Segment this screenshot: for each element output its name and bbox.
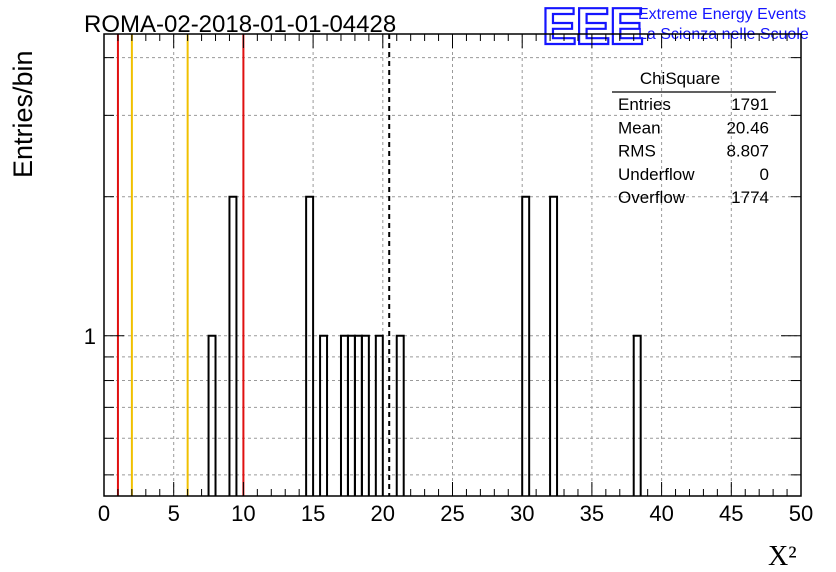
stats-box: ChiSquare Entries 1791 Mean 20.46 RMS 8.807 Un…	[612, 69, 776, 207]
stats-rows: Entries 1791 Mean 20.46 RMS 8.807 Underflow 0 Ov…	[618, 95, 769, 207]
stats-value: 0	[760, 165, 769, 184]
x-tick-label: 10	[231, 501, 255, 526]
histogram-bin	[339, 334, 349, 496]
stats-value: 1791	[731, 95, 769, 114]
stats-value: 20.46	[726, 118, 769, 137]
stats-label: Entries	[618, 95, 671, 114]
histogram-bin	[360, 334, 370, 496]
x-tick-label: 35	[580, 501, 604, 526]
x-tick-label: 0	[98, 501, 110, 526]
stats-label: Mean	[618, 118, 661, 137]
histogram-bin	[305, 195, 315, 496]
x-tick-label: 5	[168, 501, 180, 526]
logo-mark: EEE	[542, 0, 643, 56]
stats-title: ChiSquare	[640, 69, 720, 88]
y-tick-label: 1	[84, 324, 96, 349]
stats-value: 8.807	[726, 142, 769, 161]
logo-line-1: Extreme Energy Events	[638, 6, 806, 23]
histogram-bin	[632, 334, 642, 496]
x-tick-label: 15	[301, 501, 325, 526]
histogram-bins	[207, 195, 642, 496]
reference-lines	[116, 34, 391, 496]
histogram-bin	[207, 334, 217, 496]
histogram-bin	[228, 195, 238, 496]
x-tick-label: 25	[440, 501, 464, 526]
x-tick-label: 20	[371, 501, 395, 526]
x-tick-label: 45	[719, 501, 743, 526]
histogram-bin	[395, 334, 405, 496]
histogram-bin	[319, 334, 329, 496]
x-tick-label: 30	[510, 501, 534, 526]
histogram-bin	[549, 195, 559, 496]
stats-label: Overflow	[618, 188, 686, 207]
stats-label: RMS	[618, 142, 656, 161]
tick-labels: 0 5 10 15 20 25 30 35 40 45 50 1	[84, 324, 813, 526]
plot-frame	[103, 33, 802, 497]
x-tick-label: 40	[649, 501, 673, 526]
x-axis-label: X²	[768, 541, 797, 572]
histogram-bin	[353, 334, 363, 496]
axes	[103, 33, 802, 497]
histogram-bin	[346, 334, 356, 496]
histogram-bin	[374, 334, 384, 496]
x-tick-label: 50	[789, 501, 813, 526]
histogram-bin	[521, 195, 531, 496]
y-axis-label: Entries/bin	[8, 50, 38, 178]
stats-value: 1774	[731, 188, 769, 207]
stats-label: Underflow	[618, 165, 695, 184]
eee-logo: EEE Extreme Energy Events La Scienza nel…	[541, 0, 809, 57]
